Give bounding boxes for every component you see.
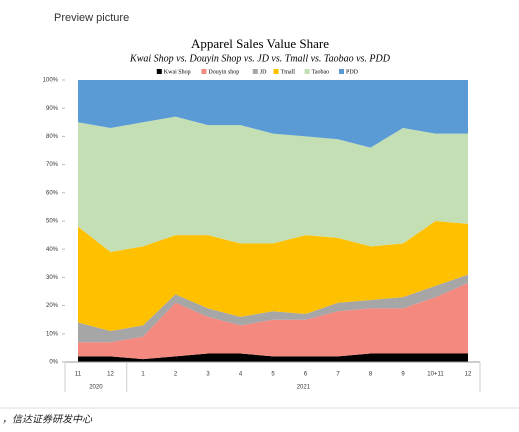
legend-swatch xyxy=(304,69,310,74)
area xyxy=(78,80,468,148)
legend-label: PDD xyxy=(346,69,359,75)
x-tick-label: 1 xyxy=(141,372,145,378)
y-tick-label: 50% xyxy=(46,219,59,225)
year-label: 2021 xyxy=(297,385,311,391)
x-tick-label: 11 xyxy=(75,372,82,378)
x-tick-label: 8 xyxy=(369,372,373,378)
y-tick-label: 100% xyxy=(43,78,59,84)
legend-label: JD xyxy=(260,69,267,75)
legend-label: Tmall xyxy=(281,69,296,75)
y-tick-label: 60% xyxy=(46,190,59,196)
x-tick-label: 10+11 xyxy=(427,372,444,378)
y-tick-label: 0% xyxy=(49,360,58,366)
chart-title: Apparel Sales Value Share xyxy=(191,36,329,51)
legend-swatch xyxy=(156,69,162,74)
area xyxy=(78,116,468,253)
x-tick-label: 5 xyxy=(271,372,275,378)
y-tick-label: 20% xyxy=(46,303,59,309)
area xyxy=(78,274,468,343)
year-label: 2020 xyxy=(89,385,103,391)
area xyxy=(78,221,468,331)
x-tick-label: 12 xyxy=(107,372,114,378)
x-tick-label: 2 xyxy=(174,372,178,378)
x-tick-label: 6 xyxy=(304,372,308,378)
x-tick-label: 9 xyxy=(401,372,405,378)
x-tick-label: 3 xyxy=(206,372,210,378)
legend-label: Douyin shop xyxy=(208,69,239,75)
y-tick-label: 30% xyxy=(46,275,59,281)
legend-swatch xyxy=(201,69,207,74)
x-tick-label: 4 xyxy=(239,372,243,378)
legend-label: Taobao xyxy=(312,69,330,75)
y-tick-label: 70% xyxy=(46,162,59,168)
area xyxy=(78,353,468,362)
y-tick-label: 40% xyxy=(46,247,59,253)
source-note: ，信达证券研发中心 xyxy=(2,413,93,425)
legend-swatch xyxy=(273,69,279,74)
legend-label: Kwai Shop xyxy=(164,69,191,75)
legend-swatch xyxy=(339,69,344,74)
area xyxy=(78,283,468,360)
preview-label: Preview picture xyxy=(54,12,129,24)
x-tick-label: 12 xyxy=(465,372,472,378)
y-tick-label: 80% xyxy=(46,134,59,140)
x-tick-label: 7 xyxy=(336,372,340,378)
y-tick-label: 10% xyxy=(46,331,59,337)
y-tick-label: 90% xyxy=(46,106,59,112)
legend-swatch xyxy=(252,69,258,74)
chart-subtitle: Kwai Shop vs. Douyin Shop vs. JD vs. Tma… xyxy=(129,53,391,64)
